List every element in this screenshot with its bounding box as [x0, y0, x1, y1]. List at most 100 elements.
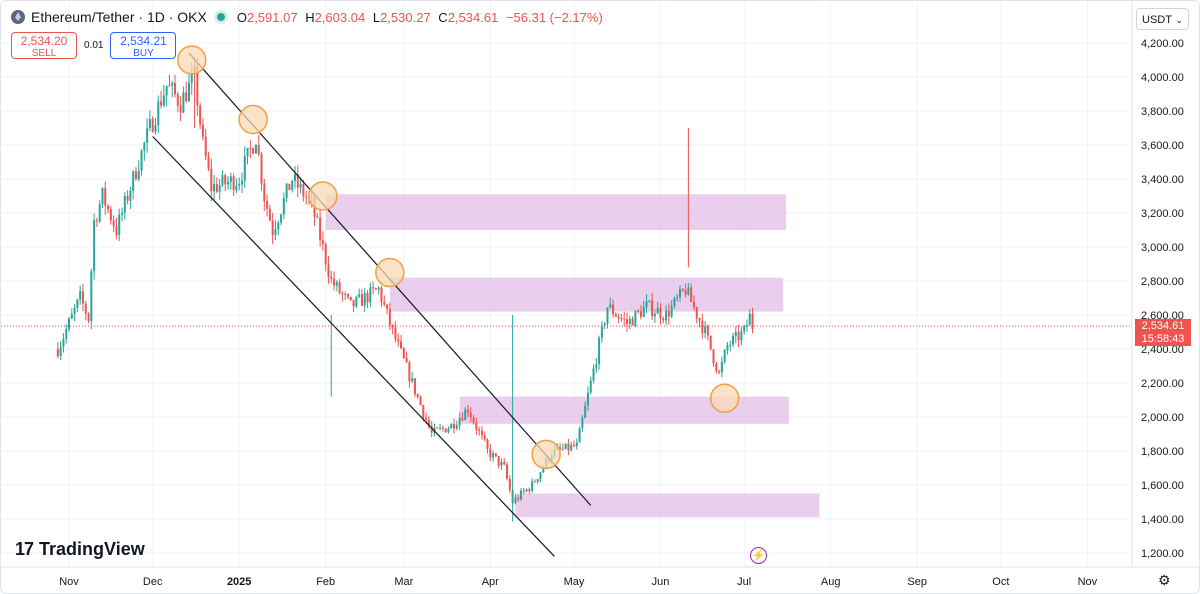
candle-body [564, 443, 567, 449]
candle-body [464, 409, 467, 421]
candle-body [416, 394, 419, 397]
time-tick-label: Jun [652, 576, 670, 588]
candle-body [614, 314, 617, 317]
candle-body [271, 220, 274, 235]
price-tick-label: 2,200.00 [1141, 378, 1184, 390]
candle-body [321, 240, 324, 244]
price-tick-label: 1,400.00 [1141, 514, 1184, 526]
candle-body [162, 95, 165, 106]
spread-value: 0.01 [84, 40, 104, 51]
candle-body [606, 307, 609, 324]
candle-body [79, 291, 82, 300]
live-status-icon [216, 13, 225, 21]
candlestick-series [56, 56, 754, 522]
support-resistance-zones [325, 194, 820, 518]
candle-body [146, 128, 149, 144]
candle-body [514, 497, 517, 504]
candle-body [533, 481, 536, 483]
candle-body [461, 418, 464, 421]
candle-body [400, 341, 403, 349]
candle-body [720, 361, 723, 373]
candle-body [489, 448, 492, 458]
sell-button[interactable]: 2,534.20 SELL [11, 32, 77, 59]
candle-body [93, 220, 96, 272]
time-tick-label: Mar [394, 576, 413, 588]
candle-body [280, 214, 283, 223]
candle-body [506, 464, 509, 479]
symbol-title[interactable]: Ethereum/Tether · 1D · OKX [31, 9, 207, 25]
price-tick-label: 1,200.00 [1141, 548, 1184, 560]
price-tick-label: 2,400.00 [1141, 344, 1184, 356]
candle-body [670, 305, 673, 317]
candle-body [59, 346, 62, 357]
buy-button[interactable]: 2,534.21 BUY [110, 32, 177, 59]
candle-body [344, 294, 347, 296]
candle-body [626, 319, 628, 325]
candle-body [609, 304, 612, 308]
candle-body [90, 271, 93, 321]
price-tick-label: 3,600.00 [1141, 140, 1184, 152]
candle-body [690, 287, 693, 302]
candle-body [207, 156, 210, 169]
candle-body [466, 409, 469, 413]
candle-body [531, 481, 534, 492]
candle-body [360, 294, 363, 306]
candle-body [425, 417, 428, 420]
last-price-value: 2,534.61 [1141, 320, 1185, 332]
gear-icon[interactable]: ⚙ [1158, 572, 1171, 588]
time-tick-label: Nov [1078, 576, 1098, 588]
candle-body [95, 220, 98, 222]
candle-body [704, 326, 707, 334]
candle-body [333, 278, 336, 286]
candle-body [637, 310, 640, 312]
candle-body [140, 150, 143, 171]
candle-body [589, 380, 592, 393]
price-zone [459, 396, 789, 424]
candle-body [413, 378, 416, 395]
candle-body [701, 320, 704, 334]
candle-body [115, 226, 118, 235]
tradingview-logo[interactable]: 17 TradingView [15, 539, 145, 560]
candle-body [620, 318, 623, 320]
candle-body [572, 444, 575, 447]
candle-body [718, 371, 721, 373]
candle-body [567, 443, 570, 451]
candle-body [383, 302, 386, 305]
candle-body [160, 101, 163, 106]
circle-marker [238, 104, 268, 135]
lightning-icon[interactable]: ⚡ [750, 547, 767, 564]
candle-body [282, 198, 285, 215]
candle-body [561, 448, 564, 450]
candle-body [196, 66, 199, 106]
currency-select[interactable]: USDT ⌄ [1136, 8, 1189, 30]
candle-body [293, 174, 296, 181]
candle-body [104, 187, 107, 206]
candle-body [745, 325, 748, 327]
time-tick-label: Apr [482, 576, 499, 588]
legend-header: Ethereum/Tether · 1D · OKX O2,591.07 H2,… [11, 9, 607, 25]
candle-body [84, 303, 87, 314]
candle-body [422, 405, 425, 418]
candle-body [204, 136, 207, 157]
candle-body [316, 216, 319, 218]
price-zone [389, 277, 784, 312]
candle-body [453, 423, 456, 429]
candle-body [268, 208, 271, 221]
circle-marker [177, 45, 207, 75]
candle-body [201, 124, 204, 137]
candle-body [101, 187, 104, 205]
candle-body [369, 287, 372, 303]
candle-body [257, 145, 260, 155]
time-axis: Nov Dec 2025 Feb Mar Apr May Jun Jul Aug Sep Oct Nov [59, 576, 1097, 588]
candle-body [221, 175, 224, 186]
candle-body [692, 301, 695, 308]
candle-body [575, 442, 578, 447]
candle-body [252, 148, 255, 154]
time-tick-label: Sep [907, 576, 927, 588]
chevron-down-icon: ⌄ [1175, 15, 1183, 25]
candle-body [402, 348, 405, 359]
candle-body [240, 180, 243, 185]
candle-body [62, 338, 65, 347]
